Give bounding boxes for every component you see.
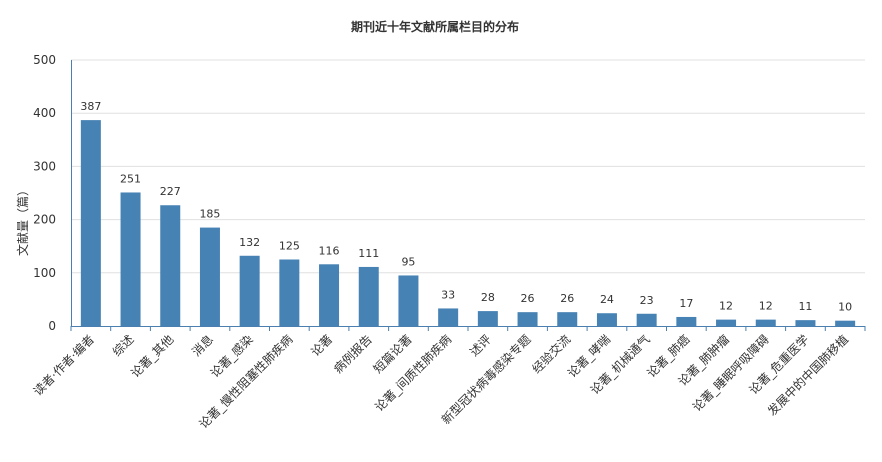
- bar[interactable]: [319, 264, 340, 326]
- x-tick-label: 论著_其他: [128, 332, 176, 380]
- bar[interactable]: [596, 313, 617, 326]
- labels-layer: 0 100 200 300 400 500 387 读者·作者·编者 251 综述 227 论著_其他…: [30, 53, 852, 431]
- bar[interactable]: [835, 320, 856, 326]
- data-label: 17: [679, 297, 693, 310]
- y-tick-label: 100: [33, 266, 56, 280]
- bar[interactable]: [199, 227, 220, 326]
- data-label: 132: [239, 236, 260, 249]
- data-label: 227: [160, 185, 181, 198]
- y-tick-label: 300: [33, 159, 56, 173]
- x-tick-label: 读者·作者·编者: [30, 332, 97, 399]
- data-label: 251: [120, 172, 141, 185]
- x-tick-label: 论著_间质性肺疾病: [372, 332, 455, 415]
- data-label: 26: [560, 292, 574, 305]
- bar[interactable]: [716, 319, 737, 326]
- bar[interactable]: [358, 266, 379, 326]
- data-label: 23: [640, 294, 654, 307]
- bar[interactable]: [636, 313, 657, 326]
- data-label: 12: [719, 300, 733, 313]
- y-tick-label: 400: [33, 106, 56, 120]
- bar[interactable]: [517, 312, 538, 326]
- x-tick-label: 论著_睡眠呼吸障碍: [689, 332, 772, 415]
- axis-layer: [70, 60, 866, 331]
- bar[interactable]: [120, 192, 141, 326]
- x-tick-label: 述评: [467, 332, 494, 359]
- y-tick-label: 200: [33, 213, 56, 227]
- grid-layer: [71, 59, 865, 274]
- bar[interactable]: [160, 205, 181, 326]
- data-label: 26: [521, 292, 535, 305]
- bar[interactable]: [438, 308, 459, 326]
- bar[interactable]: [557, 312, 578, 326]
- bar[interactable]: [755, 319, 776, 326]
- x-tick-label: 病例报告: [330, 332, 375, 377]
- y-tick-label: 500: [33, 53, 56, 67]
- data-label: 12: [759, 300, 773, 313]
- data-label: 111: [358, 247, 379, 260]
- bar[interactable]: [676, 316, 697, 326]
- x-tick-label: 综述: [110, 332, 137, 359]
- chart-title: 期刊近十年文献所属栏目的分布: [351, 19, 519, 34]
- bar[interactable]: [398, 275, 419, 326]
- x-tick-label: 消息: [188, 332, 216, 360]
- data-label: 125: [279, 240, 300, 253]
- data-label: 24: [600, 293, 614, 306]
- x-tick-label: 论著: [308, 332, 335, 359]
- data-label: 33: [441, 288, 455, 301]
- data-label: 10: [838, 301, 852, 314]
- data-label: 11: [798, 300, 812, 313]
- data-label: 95: [401, 255, 415, 268]
- bar[interactable]: [477, 311, 498, 326]
- bars-layer: [80, 120, 856, 327]
- data-label: 387: [80, 100, 101, 113]
- data-label: 116: [319, 244, 340, 257]
- bar[interactable]: [239, 255, 260, 326]
- data-label: 185: [199, 208, 220, 221]
- y-tick-label: 0: [48, 319, 56, 333]
- data-label: 28: [481, 291, 495, 304]
- bar[interactable]: [80, 120, 101, 326]
- bar[interactable]: [279, 259, 300, 327]
- bar[interactable]: [795, 320, 816, 326]
- y-axis-label: 文献量（篇）: [15, 184, 30, 256]
